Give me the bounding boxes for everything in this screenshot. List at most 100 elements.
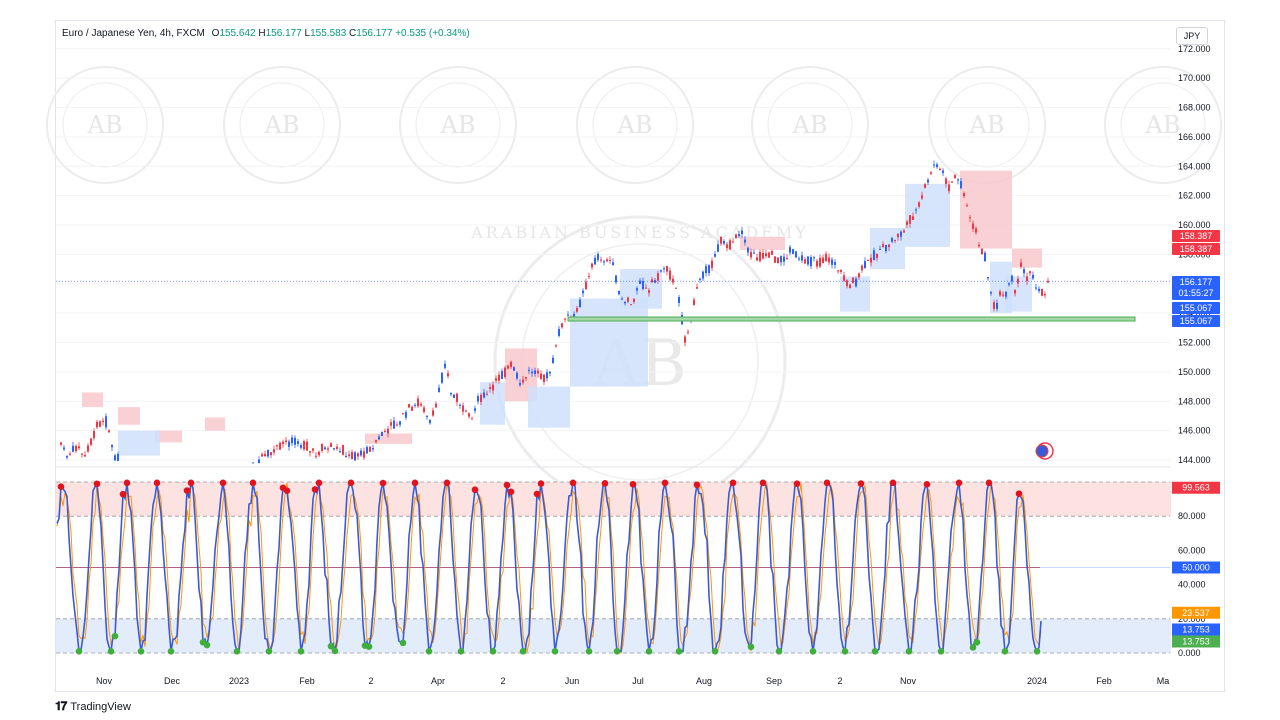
candle-body bbox=[468, 413, 470, 417]
candle-body bbox=[78, 446, 80, 449]
candle-body bbox=[951, 181, 953, 183]
candle-body bbox=[753, 252, 755, 254]
candle-body bbox=[378, 436, 380, 440]
oversold-marker bbox=[233, 647, 241, 655]
overbought-marker bbox=[507, 488, 515, 496]
candle-body bbox=[276, 445, 278, 447]
candle-body bbox=[816, 260, 818, 267]
candle-body bbox=[279, 442, 281, 450]
candle-body bbox=[387, 428, 389, 434]
change-value: +0.535 (+0.34%) bbox=[395, 28, 470, 39]
candle-body bbox=[585, 281, 587, 290]
candle-body bbox=[744, 239, 746, 243]
candle-body bbox=[858, 273, 860, 278]
watermark-logo bbox=[46, 66, 164, 184]
candle-body bbox=[1023, 269, 1025, 274]
oscillator-mid-badge bbox=[1172, 561, 1220, 574]
open-value: 155.642 bbox=[219, 28, 256, 39]
candle-body bbox=[633, 298, 635, 302]
last-price-badge-text: 01:55:27 bbox=[1178, 288, 1213, 298]
watermark-logo bbox=[399, 66, 517, 184]
price-axis-tick: 162.000 bbox=[1178, 191, 1211, 201]
candle-body bbox=[945, 178, 947, 184]
candle-body bbox=[687, 331, 689, 333]
oversold-marker bbox=[111, 632, 119, 640]
overbought-marker bbox=[629, 480, 637, 488]
overbought-marker bbox=[183, 487, 191, 494]
candle-body bbox=[732, 241, 734, 243]
candle-body bbox=[624, 301, 626, 304]
candle-body bbox=[996, 302, 998, 309]
candle-body bbox=[465, 410, 467, 412]
candle-body bbox=[924, 184, 926, 188]
candle-body bbox=[645, 287, 647, 289]
overbought-marker bbox=[411, 479, 419, 487]
candle-body bbox=[87, 445, 89, 452]
candle-body bbox=[300, 445, 302, 448]
candle-body bbox=[480, 394, 482, 403]
price-axis-tick: 170.000 bbox=[1178, 73, 1211, 83]
supply-zone bbox=[740, 236, 785, 250]
oversold-marker bbox=[711, 647, 719, 655]
tradingview-logo-icon[interactable]: 𝟏𝟕 bbox=[55, 699, 67, 713]
candle-body bbox=[708, 265, 710, 274]
candle-body bbox=[912, 216, 914, 220]
time-axis-tick: Nov bbox=[900, 676, 917, 686]
candle-body bbox=[831, 259, 833, 265]
candle-body bbox=[372, 448, 374, 450]
candle-body bbox=[855, 278, 857, 287]
candle-body bbox=[528, 369, 530, 371]
overbought-marker bbox=[93, 480, 101, 488]
candle-body bbox=[642, 281, 644, 289]
supply-zone bbox=[960, 170, 1012, 249]
support-line[interactable] bbox=[567, 316, 1136, 322]
oversold-marker bbox=[297, 647, 305, 655]
candle-body bbox=[447, 373, 449, 377]
candle-body bbox=[111, 445, 113, 448]
candle-body bbox=[1008, 283, 1010, 285]
time-axis-tick: Feb bbox=[299, 676, 315, 686]
overbought-marker bbox=[249, 479, 257, 487]
currency-button[interactable]: JPY bbox=[1176, 27, 1208, 45]
candle-body bbox=[291, 437, 293, 444]
oscillator-fast-badge-text: 13.753 bbox=[1182, 624, 1210, 634]
watermark-monogram: AB bbox=[1145, 111, 1181, 139]
candle-body bbox=[594, 257, 596, 265]
candle-body bbox=[864, 261, 866, 269]
oversold-marker bbox=[1001, 647, 1009, 655]
candle-body bbox=[1017, 278, 1019, 284]
candle-body bbox=[999, 291, 1001, 296]
watermark-ring bbox=[1120, 82, 1206, 168]
time-axis-tick: Jul bbox=[632, 676, 644, 686]
oscillator-axis-tick: 20.000 bbox=[1178, 614, 1206, 624]
candle-body bbox=[267, 449, 269, 457]
overbought-marker bbox=[985, 479, 993, 487]
candle-body bbox=[993, 302, 995, 309]
candle-body bbox=[273, 449, 275, 453]
candle-body bbox=[288, 441, 290, 447]
candle-body bbox=[405, 412, 407, 418]
brand-name[interactable]: TradingView bbox=[70, 700, 131, 713]
symbol-legend: Euro / Japanese Yen, 4h, FXCM O155.642 H… bbox=[62, 28, 470, 39]
candle-body bbox=[582, 290, 584, 294]
oversold-marker bbox=[327, 642, 335, 650]
overbought-marker bbox=[601, 480, 609, 487]
candle-body bbox=[882, 244, 884, 248]
watermark-monogram: AB bbox=[87, 111, 123, 139]
time-axis-tick: Jun bbox=[565, 676, 580, 686]
candle-body bbox=[810, 257, 812, 267]
candle-body bbox=[861, 265, 863, 271]
support-badge bbox=[1172, 302, 1220, 314]
candle-body bbox=[1032, 274, 1034, 279]
candle-body bbox=[345, 456, 347, 458]
oversold-marker bbox=[519, 647, 527, 655]
candle-body bbox=[660, 270, 662, 272]
candle-body bbox=[828, 257, 830, 263]
oscillator-axis-tick: 0.000 bbox=[1178, 648, 1201, 658]
oversold-marker bbox=[167, 647, 175, 655]
candle-body bbox=[453, 394, 455, 398]
candle-body bbox=[621, 298, 623, 300]
overbought-marker bbox=[823, 479, 831, 487]
support-badge bbox=[1172, 315, 1220, 327]
